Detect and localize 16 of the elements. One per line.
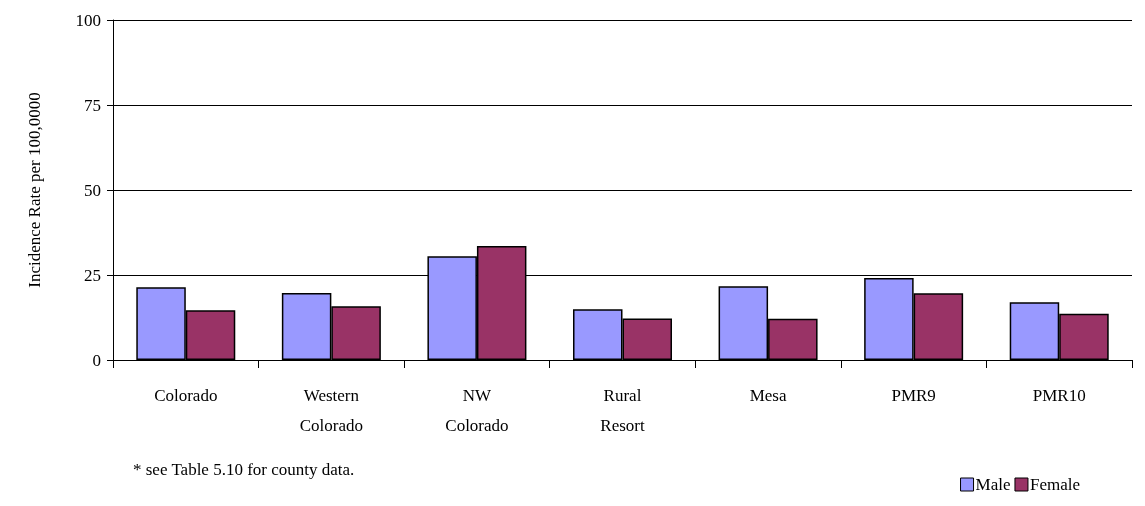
x-tick-label: Mesa: [749, 385, 787, 405]
y-tick-label: 100: [75, 10, 101, 30]
x-tick-label: Western Colorado: [299, 385, 363, 435]
y-tick-label: 0: [92, 350, 101, 370]
legend-label: Male: [975, 475, 1011, 494]
x-tick-label: NW Colorado: [445, 385, 509, 435]
text: * see Table 5.10 for county data.: [133, 460, 355, 479]
x-tick-label: Rural Resort: [600, 385, 645, 435]
y-tick-label: 75: [84, 95, 101, 115]
x-tick-label: PMR10: [1032, 385, 1086, 405]
y-tick-label: 25: [84, 265, 101, 285]
y-tick-label: 50: [84, 180, 101, 200]
x-tick-label: PMR9: [891, 385, 936, 405]
y-axis-title: Incidence Rate per 100,0000: [25, 92, 44, 288]
x-tick-label: Colorado: [154, 385, 218, 405]
legend-label: Female: [1029, 475, 1081, 494]
